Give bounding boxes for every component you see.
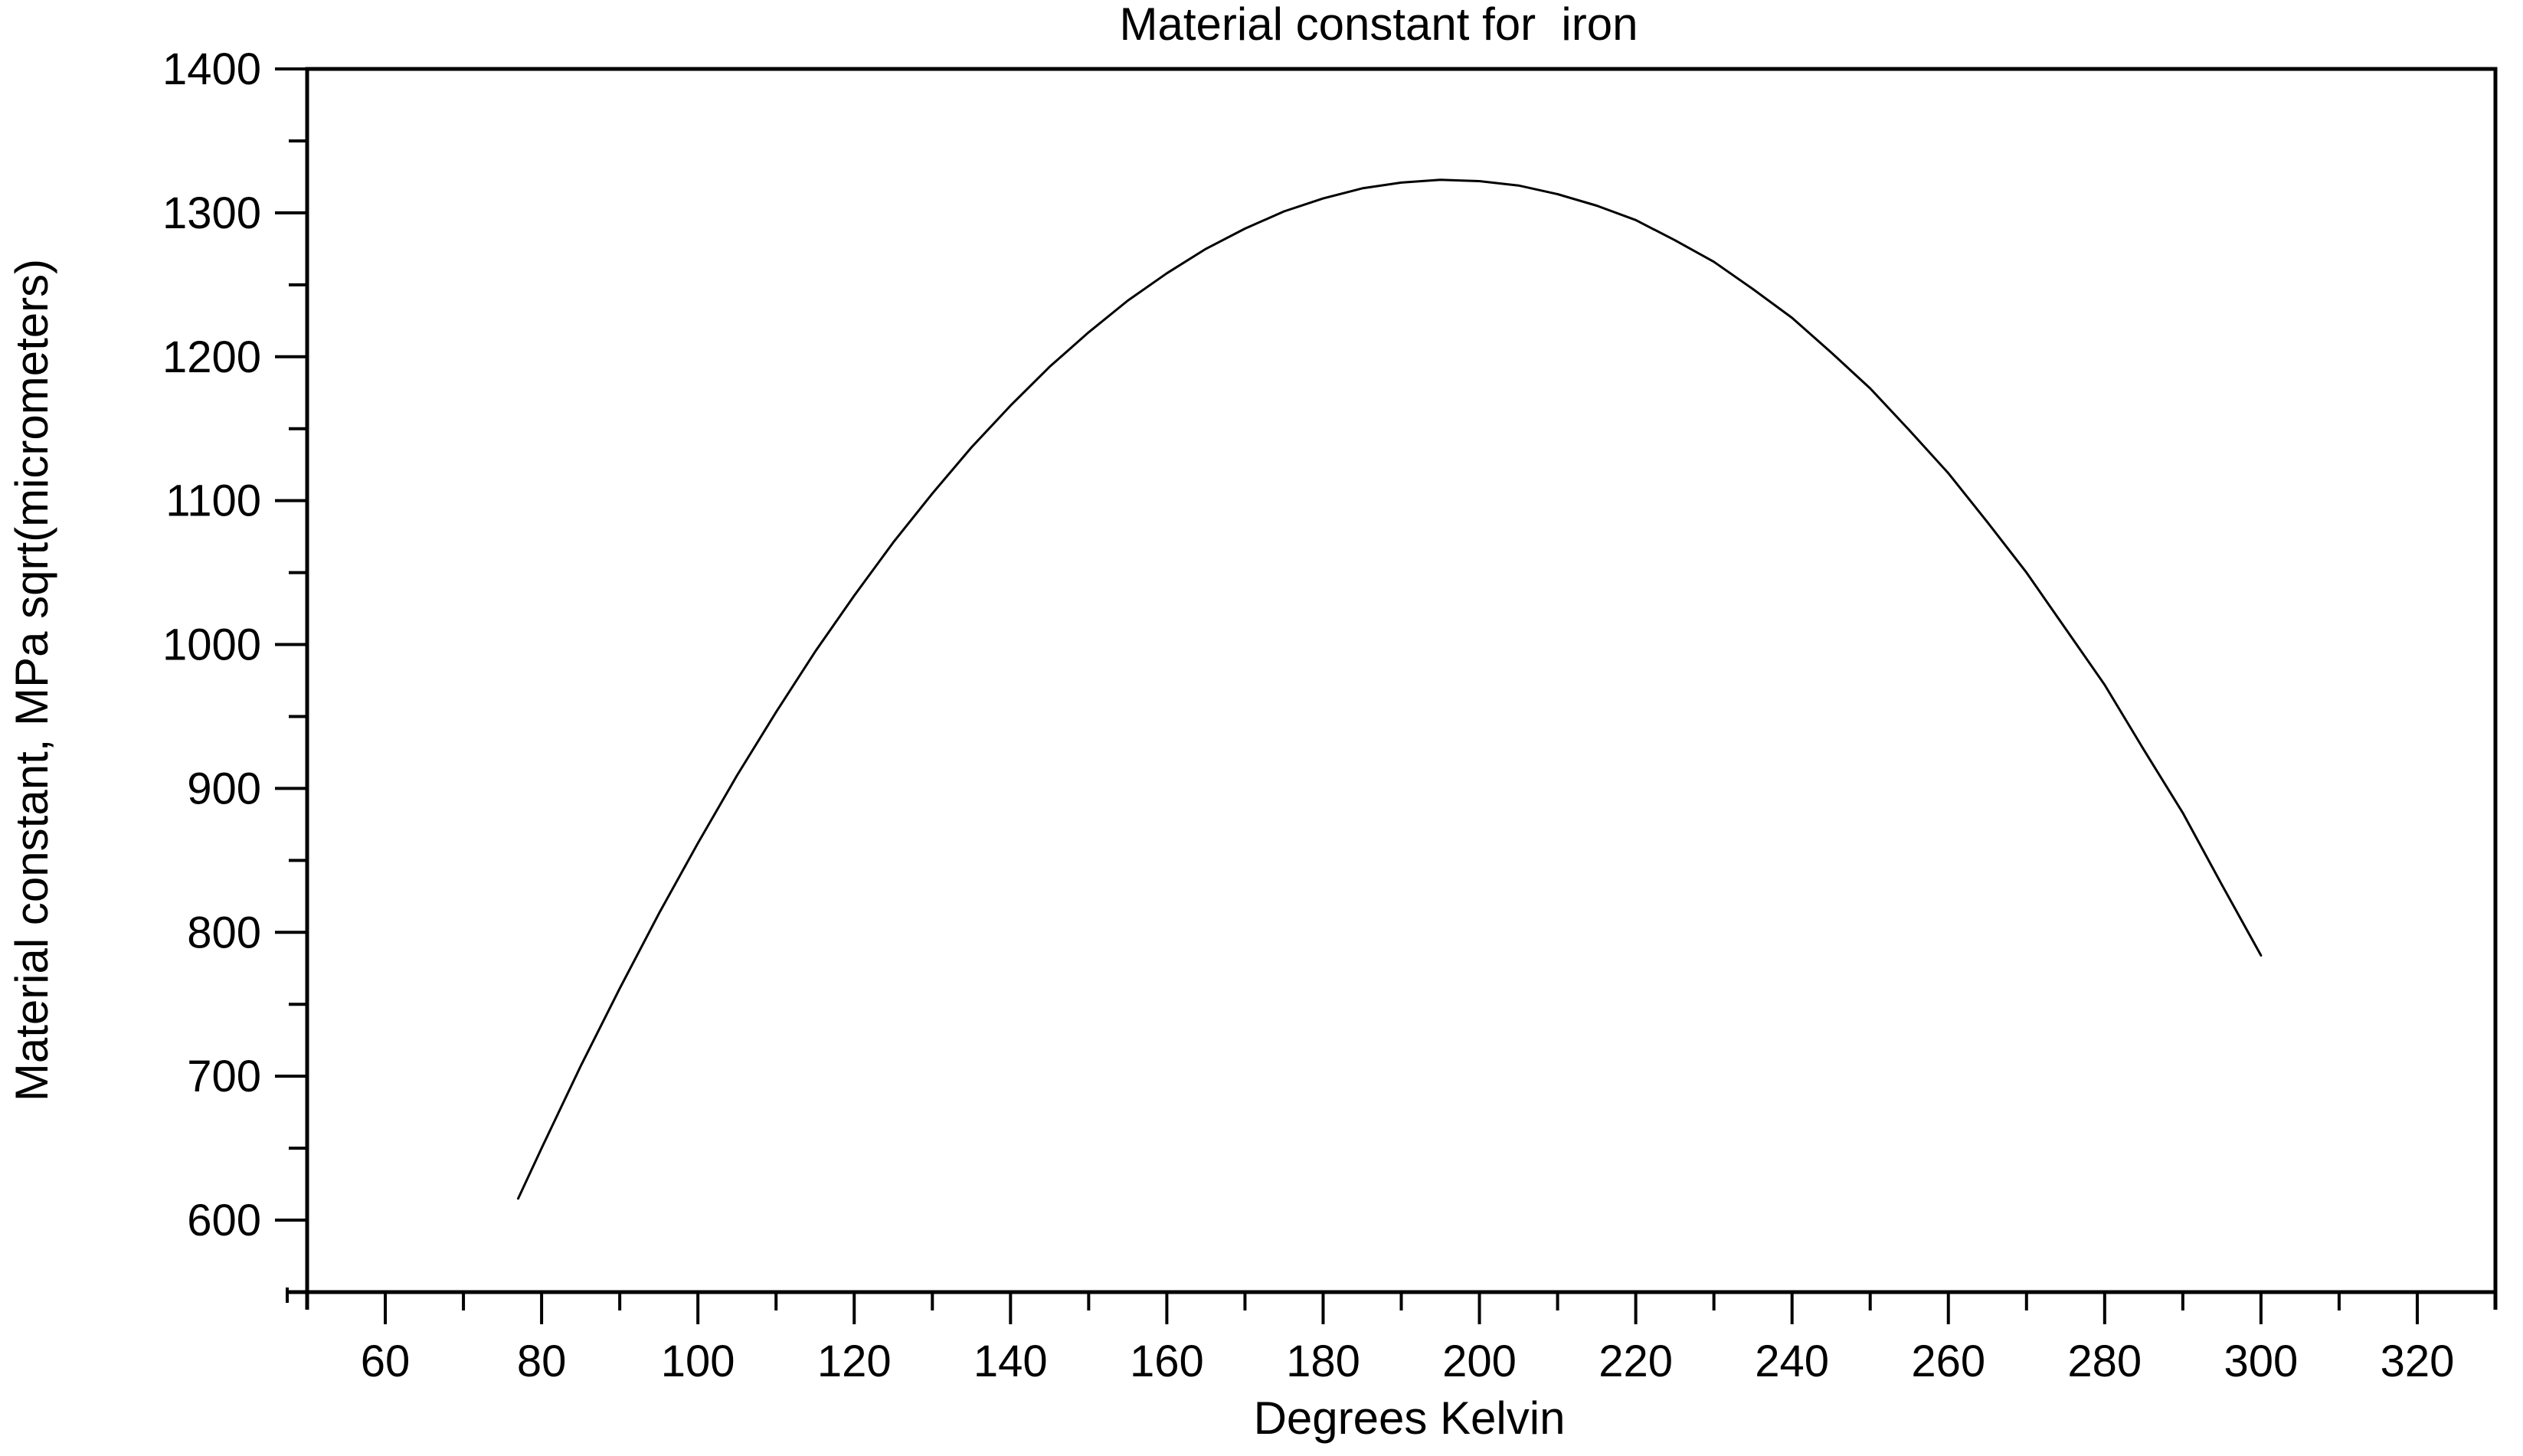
- material-constant-curve: [517, 178, 2263, 1200]
- x-tick-label: 200: [1442, 1337, 1517, 1386]
- x-tick-label: 100: [661, 1337, 735, 1386]
- x-tick-label: 220: [1599, 1337, 1673, 1386]
- y-tick-label: 600: [187, 1196, 261, 1245]
- y-tick-label: 1200: [162, 332, 261, 382]
- y-tick-label: 1000: [162, 620, 261, 670]
- axis-tick-labels: 60 80 100 120 140 160 180 200 220 240 260 280 300 320…: [162, 44, 2454, 1386]
- y-tick-label: 900: [187, 764, 261, 813]
- plot-frame-rect: [305, 67, 2498, 1294]
- plot-frame: [286, 67, 2498, 1310]
- x-tick-label: 280: [2067, 1337, 2142, 1386]
- y-tick-label: 1300: [162, 188, 261, 238]
- x-tick-label: 60: [361, 1337, 411, 1386]
- y-tick-label: 1400: [162, 44, 261, 94]
- x-tick-label: 80: [517, 1337, 567, 1386]
- x-tick-label: 140: [974, 1337, 1048, 1386]
- x-axis-label: Degrees Kelvin: [1254, 1392, 1566, 1444]
- x-tick-label: 160: [1130, 1337, 1204, 1386]
- y-tick-label: 700: [187, 1052, 261, 1101]
- x-tick-label: 120: [817, 1337, 892, 1386]
- x-tick-label: 320: [2381, 1337, 2455, 1386]
- x-tick-label: 260: [1911, 1337, 1985, 1386]
- chart-title: Material constant for iron: [1120, 0, 1638, 50]
- y-axis-label: Material constant, MPa sqrt(micrometers): [6, 259, 57, 1101]
- x-tick-label: 180: [1286, 1337, 1360, 1386]
- y-tick-label: 1100: [165, 476, 261, 526]
- axis-ticks: [275, 67, 2419, 1324]
- y-tick-label: 800: [187, 908, 261, 957]
- data-curve: [517, 178, 2263, 1200]
- x-tick-label: 240: [1755, 1337, 1829, 1386]
- x-tick-label: 300: [2224, 1337, 2299, 1386]
